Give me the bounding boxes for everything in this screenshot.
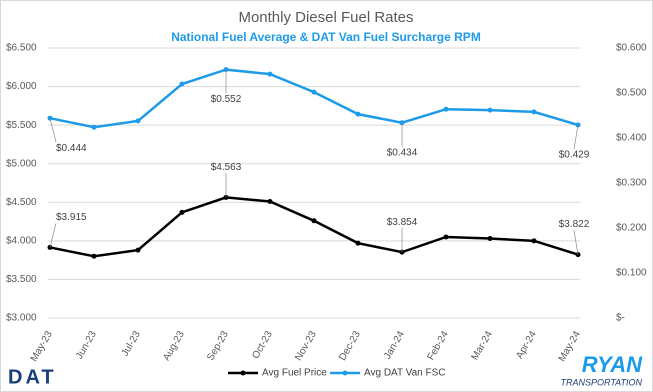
y2-tick-label: $0.400 [616, 133, 647, 144]
logo-subtext: TRANSPORTATION [560, 377, 642, 387]
y-tick-label: $4.000 [6, 235, 37, 246]
y2-tick-label: $0.600 [616, 43, 647, 54]
data-point [443, 234, 449, 240]
data-point [267, 71, 273, 77]
data-label: $3.915 [56, 212, 87, 223]
legend-label: Avg DAT Van FSC [364, 368, 446, 379]
legend-marker [240, 370, 246, 376]
data-label: $0.444 [56, 143, 87, 154]
y2-tick-label: $- [616, 313, 625, 324]
data-label: $3.854 [387, 217, 418, 228]
chart-subtitle: National Fuel Average & DAT Van Fuel Sur… [171, 30, 481, 44]
data-point [267, 199, 273, 205]
data-point [355, 111, 361, 117]
y2-tick-label: $0.100 [616, 268, 647, 279]
data-point [487, 107, 493, 113]
y-tick-label: $4.500 [6, 197, 37, 208]
label-leader [573, 124, 579, 150]
data-point [135, 247, 141, 253]
y-tick-label: $5.000 [6, 158, 37, 169]
y2-tick-label: $0.500 [616, 88, 647, 99]
data-point [531, 238, 537, 244]
label-leader [49, 118, 57, 143]
y-tick-label: $5.500 [6, 120, 37, 131]
legend-label: Avg Fuel Price [262, 368, 327, 379]
data-point [443, 106, 449, 112]
data-point [487, 236, 493, 242]
y-tick-label: $6.000 [6, 81, 37, 92]
logo-box [4, 366, 62, 388]
y2-tick-label: $0.200 [616, 223, 647, 234]
legend-marker [342, 370, 348, 376]
data-point [311, 89, 317, 95]
data-point [179, 81, 185, 87]
logo-text: DAT [8, 366, 57, 388]
data-label: $4.563 [211, 162, 242, 173]
y2-tick-label: $0.300 [616, 178, 647, 189]
data-point [531, 109, 537, 115]
data-point [355, 240, 361, 246]
logo-text: RYAN [582, 352, 643, 377]
data-point [91, 124, 97, 130]
data-label: $0.429 [559, 150, 590, 161]
data-label: $0.434 [387, 147, 418, 158]
label-leader [573, 230, 579, 255]
data-point [311, 218, 317, 224]
y-tick-label: $3.500 [6, 274, 37, 285]
y-tick-label: $3.000 [6, 313, 37, 324]
dat-logo: DAT [4, 366, 62, 388]
data-label: $0.552 [211, 94, 242, 105]
label-leader [49, 223, 57, 248]
data-label: $3.822 [559, 219, 590, 230]
chart-title: Monthly Diesel Fuel Rates [238, 9, 413, 26]
data-point [179, 209, 185, 215]
data-point [135, 118, 141, 124]
y-tick-label: $6.500 [6, 43, 37, 54]
data-point [91, 253, 97, 259]
